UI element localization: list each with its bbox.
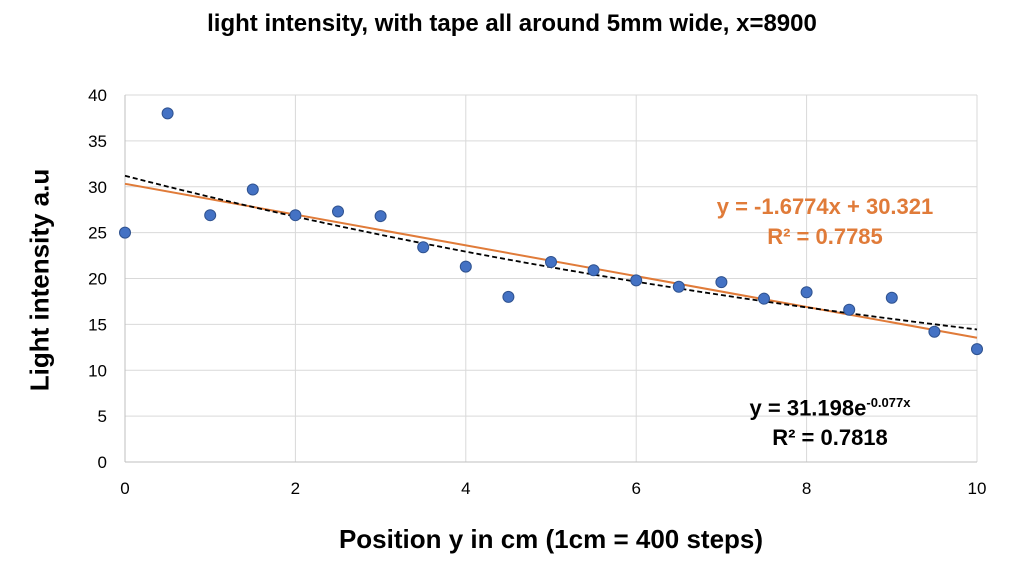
- x-tick-label: 0: [120, 479, 129, 498]
- data-point: [587, 264, 600, 277]
- data-point: [246, 183, 259, 196]
- y-tick-label: 30: [88, 178, 107, 197]
- x-tick-label: 8: [802, 479, 811, 498]
- linear-trendline-equation: y = -1.6774x + 30.321 R² = 0.7785: [680, 192, 970, 252]
- data-point: [843, 303, 856, 316]
- data-point: [161, 107, 174, 120]
- data-point: [289, 209, 302, 222]
- data-point: [800, 286, 813, 299]
- data-points: [119, 107, 983, 356]
- exponential-equation-base: y = 31.198e: [749, 395, 867, 421]
- data-point: [545, 255, 557, 268]
- data-point: [332, 205, 344, 218]
- linear-r2-text: R² = 0.7785: [767, 224, 883, 249]
- exponential-equation-exponent: -0.077x: [866, 395, 911, 410]
- y-tick-label: 15: [88, 315, 107, 334]
- y-axis-title: Light intensity a.u: [24, 168, 55, 392]
- exponential-equation-text: y = 31.198e-0.077x: [700, 388, 960, 423]
- y-tick-label: 10: [88, 361, 107, 380]
- y-tick-label: 35: [88, 132, 107, 151]
- data-point: [971, 343, 983, 356]
- x-tick-label: 4: [461, 479, 470, 498]
- y-tick-label: 5: [98, 407, 107, 426]
- data-point: [459, 260, 472, 273]
- x-axis-title: Position y in cm (1cm = 400 steps): [338, 524, 764, 554]
- exponential-trendline-equation: y = 31.198e-0.077x R² = 0.7818: [700, 388, 960, 453]
- tick-labels: 0 5 10 15 20 25 30 35 40 0 2 4 6 8 10: [88, 86, 986, 498]
- chart-title: light intensity, with tape all around 5m…: [207, 10, 817, 37]
- y-tick-label: 0: [98, 453, 107, 472]
- x-tick-label: 6: [631, 479, 640, 498]
- data-point: [928, 325, 941, 338]
- y-tick-label: 40: [88, 86, 107, 105]
- data-point: [417, 241, 430, 254]
- data-point: [374, 210, 387, 223]
- data-point: [758, 292, 770, 305]
- y-tick-label: 25: [88, 224, 107, 243]
- data-point: [630, 274, 643, 287]
- linear-equation-text: y = -1.6774x + 30.321: [716, 194, 934, 219]
- data-point: [672, 280, 685, 293]
- data-point: [119, 226, 131, 239]
- data-point: [715, 276, 728, 289]
- axes: [124, 95, 977, 463]
- data-point: [502, 290, 515, 303]
- exponential-r2-text: R² = 0.7818: [772, 425, 888, 451]
- data-point: [204, 209, 217, 222]
- data-point: [885, 291, 898, 304]
- x-tick-label: 10: [968, 479, 987, 498]
- x-tick-label: 2: [291, 479, 300, 498]
- y-tick-label: 20: [88, 270, 107, 289]
